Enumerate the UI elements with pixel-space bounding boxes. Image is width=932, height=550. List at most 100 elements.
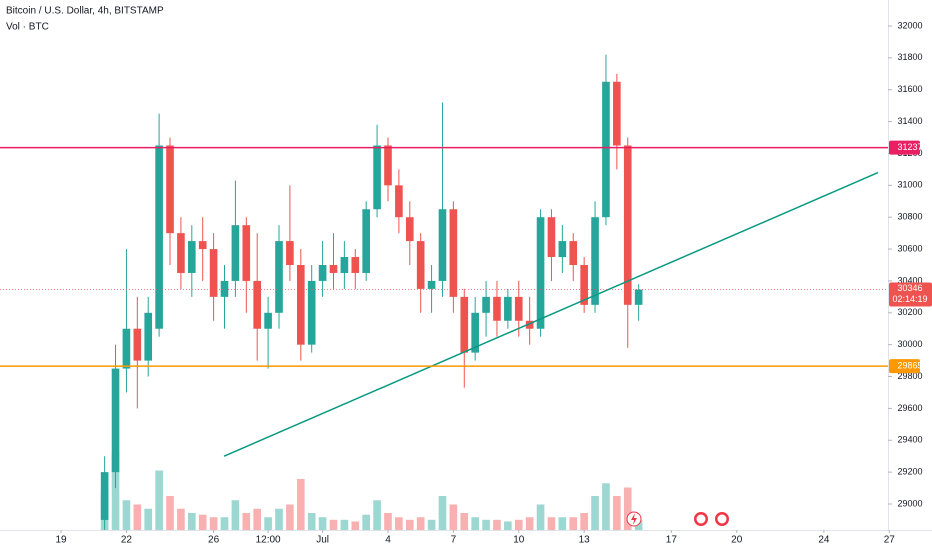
plot xyxy=(100,54,879,530)
x-tick-label: 10 xyxy=(513,535,525,546)
volume-bar xyxy=(416,517,425,530)
y-tick-label: 30200 xyxy=(897,307,922,317)
volume-bar xyxy=(155,470,163,530)
candle-body xyxy=(504,296,512,321)
volume-bar xyxy=(166,496,174,530)
x-tick-label: 12:00 xyxy=(256,535,281,546)
x-tick-label: 17 xyxy=(666,535,678,546)
y-tick-label: 30000 xyxy=(897,339,922,349)
volume-bar xyxy=(547,517,556,530)
candle-body xyxy=(231,225,240,281)
y-tick-label: 29600 xyxy=(897,403,922,413)
volume-bar xyxy=(623,487,632,530)
event-icons[interactable] xyxy=(626,511,729,527)
y-tick-label: 30800 xyxy=(897,212,922,222)
candle-body xyxy=(340,257,349,273)
countdown-label: 02:14:19 xyxy=(892,294,927,304)
y-tick-label: 29400 xyxy=(897,435,922,445)
volume-bar xyxy=(144,508,153,530)
volume-bar xyxy=(198,514,207,530)
volume-bar xyxy=(634,519,643,530)
candle-body xyxy=(111,368,120,473)
volume-bar xyxy=(514,519,523,530)
candle-body xyxy=(275,241,283,313)
candle-body xyxy=(220,280,229,297)
candle-body xyxy=(405,217,414,242)
x-tick-label: 4 xyxy=(385,535,391,546)
candle-body xyxy=(329,265,338,273)
volume-bar xyxy=(133,504,142,530)
volume-bar xyxy=(460,513,469,530)
volume-bar xyxy=(122,500,131,530)
volume-bar xyxy=(111,453,120,530)
x-tick-label: Jul xyxy=(316,535,329,546)
volume-bar xyxy=(438,496,447,530)
candle-body xyxy=(438,209,447,281)
volume-bar xyxy=(329,519,338,530)
candle-body xyxy=(514,296,523,321)
y-tick-label: 29000 xyxy=(897,498,922,508)
volume-bar xyxy=(558,517,567,530)
y-tick-label: 31000 xyxy=(897,180,922,190)
candle-body xyxy=(100,472,109,520)
volume-bar xyxy=(482,519,490,530)
candle-body xyxy=(634,289,643,305)
volume-bar xyxy=(504,521,512,530)
volume-bar xyxy=(525,517,534,530)
candle-body xyxy=(591,217,599,305)
candle-body xyxy=(547,217,556,258)
chart-subtitle: Vol · BTC xyxy=(6,22,49,33)
candle-body xyxy=(471,312,479,353)
price-label: 29865 xyxy=(897,361,922,371)
x-tick-label: 22 xyxy=(121,535,133,546)
volume-bar xyxy=(602,483,610,530)
candle-body xyxy=(623,145,632,305)
candle-body xyxy=(318,265,327,281)
volume-bar xyxy=(275,508,283,530)
volume-bar xyxy=(395,517,403,530)
candle-body xyxy=(351,257,360,273)
volume-bar xyxy=(427,519,436,530)
candle-body xyxy=(253,280,262,329)
candle-body xyxy=(122,328,131,369)
candle-body xyxy=(166,145,174,234)
candle-body xyxy=(242,225,251,281)
y-tick-label: 31800 xyxy=(897,52,922,62)
volume-bar xyxy=(449,504,458,530)
candle-body xyxy=(482,296,490,313)
volume-bar xyxy=(209,517,218,530)
candle-body xyxy=(286,241,294,265)
trend-line xyxy=(223,171,879,457)
x-tick-label: 24 xyxy=(818,535,830,546)
y-tick-label: 31600 xyxy=(897,84,922,94)
volume-bar xyxy=(351,521,360,530)
candle-body xyxy=(558,241,567,258)
candle-body xyxy=(569,241,578,265)
y-tick-label: 32000 xyxy=(897,20,922,30)
y-tick-label: 30400 xyxy=(897,275,922,285)
volume-bar xyxy=(307,513,316,530)
candle-body xyxy=(384,145,392,186)
volume-bar xyxy=(253,508,262,530)
volume-bar xyxy=(264,517,272,530)
volume-bar xyxy=(613,496,621,530)
volume-bar xyxy=(220,517,229,530)
x-tick-label: 13 xyxy=(579,535,591,546)
candle-body xyxy=(525,320,534,329)
candle-body xyxy=(133,328,142,361)
volume-bar xyxy=(493,519,501,530)
x-tick-label: 26 xyxy=(208,535,220,546)
candle-body xyxy=(307,280,316,345)
y-tick-label: 31400 xyxy=(897,116,922,126)
x-tick-label: 19 xyxy=(55,535,67,546)
volume-bar xyxy=(177,508,185,530)
volume-bar xyxy=(405,519,414,530)
candle-body xyxy=(155,145,163,329)
volume-bar xyxy=(471,517,479,530)
candle-body xyxy=(198,241,207,250)
candle-body xyxy=(493,296,501,321)
y-tick-label: 30600 xyxy=(897,243,922,253)
candle-body xyxy=(177,233,185,273)
volume-bar xyxy=(362,514,370,530)
candle-body xyxy=(373,145,381,210)
